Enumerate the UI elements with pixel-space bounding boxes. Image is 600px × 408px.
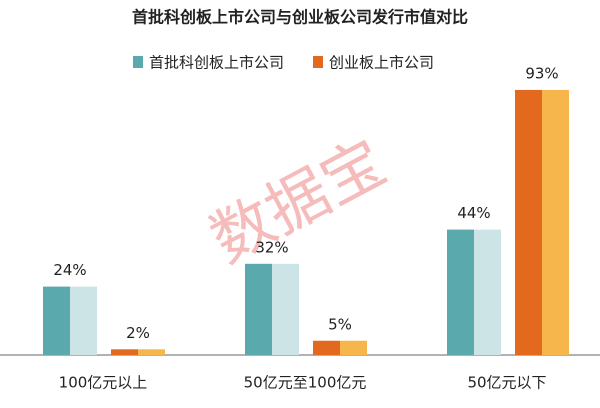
value-label: 2% xyxy=(126,324,150,342)
x-tick-label: 100亿元以上 xyxy=(59,374,148,392)
value-label: 24% xyxy=(53,261,86,279)
legend-swatch xyxy=(313,56,323,68)
bar xyxy=(245,263,299,355)
x-tick-label: 50亿元至100亿元 xyxy=(244,374,367,392)
value-label: 32% xyxy=(255,238,288,256)
watermark: 数据宝 xyxy=(199,125,398,277)
bar xyxy=(447,229,501,355)
value-label: 93% xyxy=(525,64,558,82)
x-tick-label: 50亿元以下 xyxy=(467,374,546,392)
bar xyxy=(111,349,165,355)
value-label: 5% xyxy=(328,315,352,333)
legend-swatch xyxy=(133,56,143,68)
legend-label: 首批科创板上市公司 xyxy=(149,54,284,72)
value-label: 44% xyxy=(457,204,490,222)
chart-title: 首批科创板上市公司与创业板公司发行市值对比 xyxy=(132,8,468,27)
bar xyxy=(515,89,569,355)
bar xyxy=(43,286,97,355)
bar xyxy=(313,340,367,355)
legend-label: 创业板上市公司 xyxy=(329,54,434,72)
